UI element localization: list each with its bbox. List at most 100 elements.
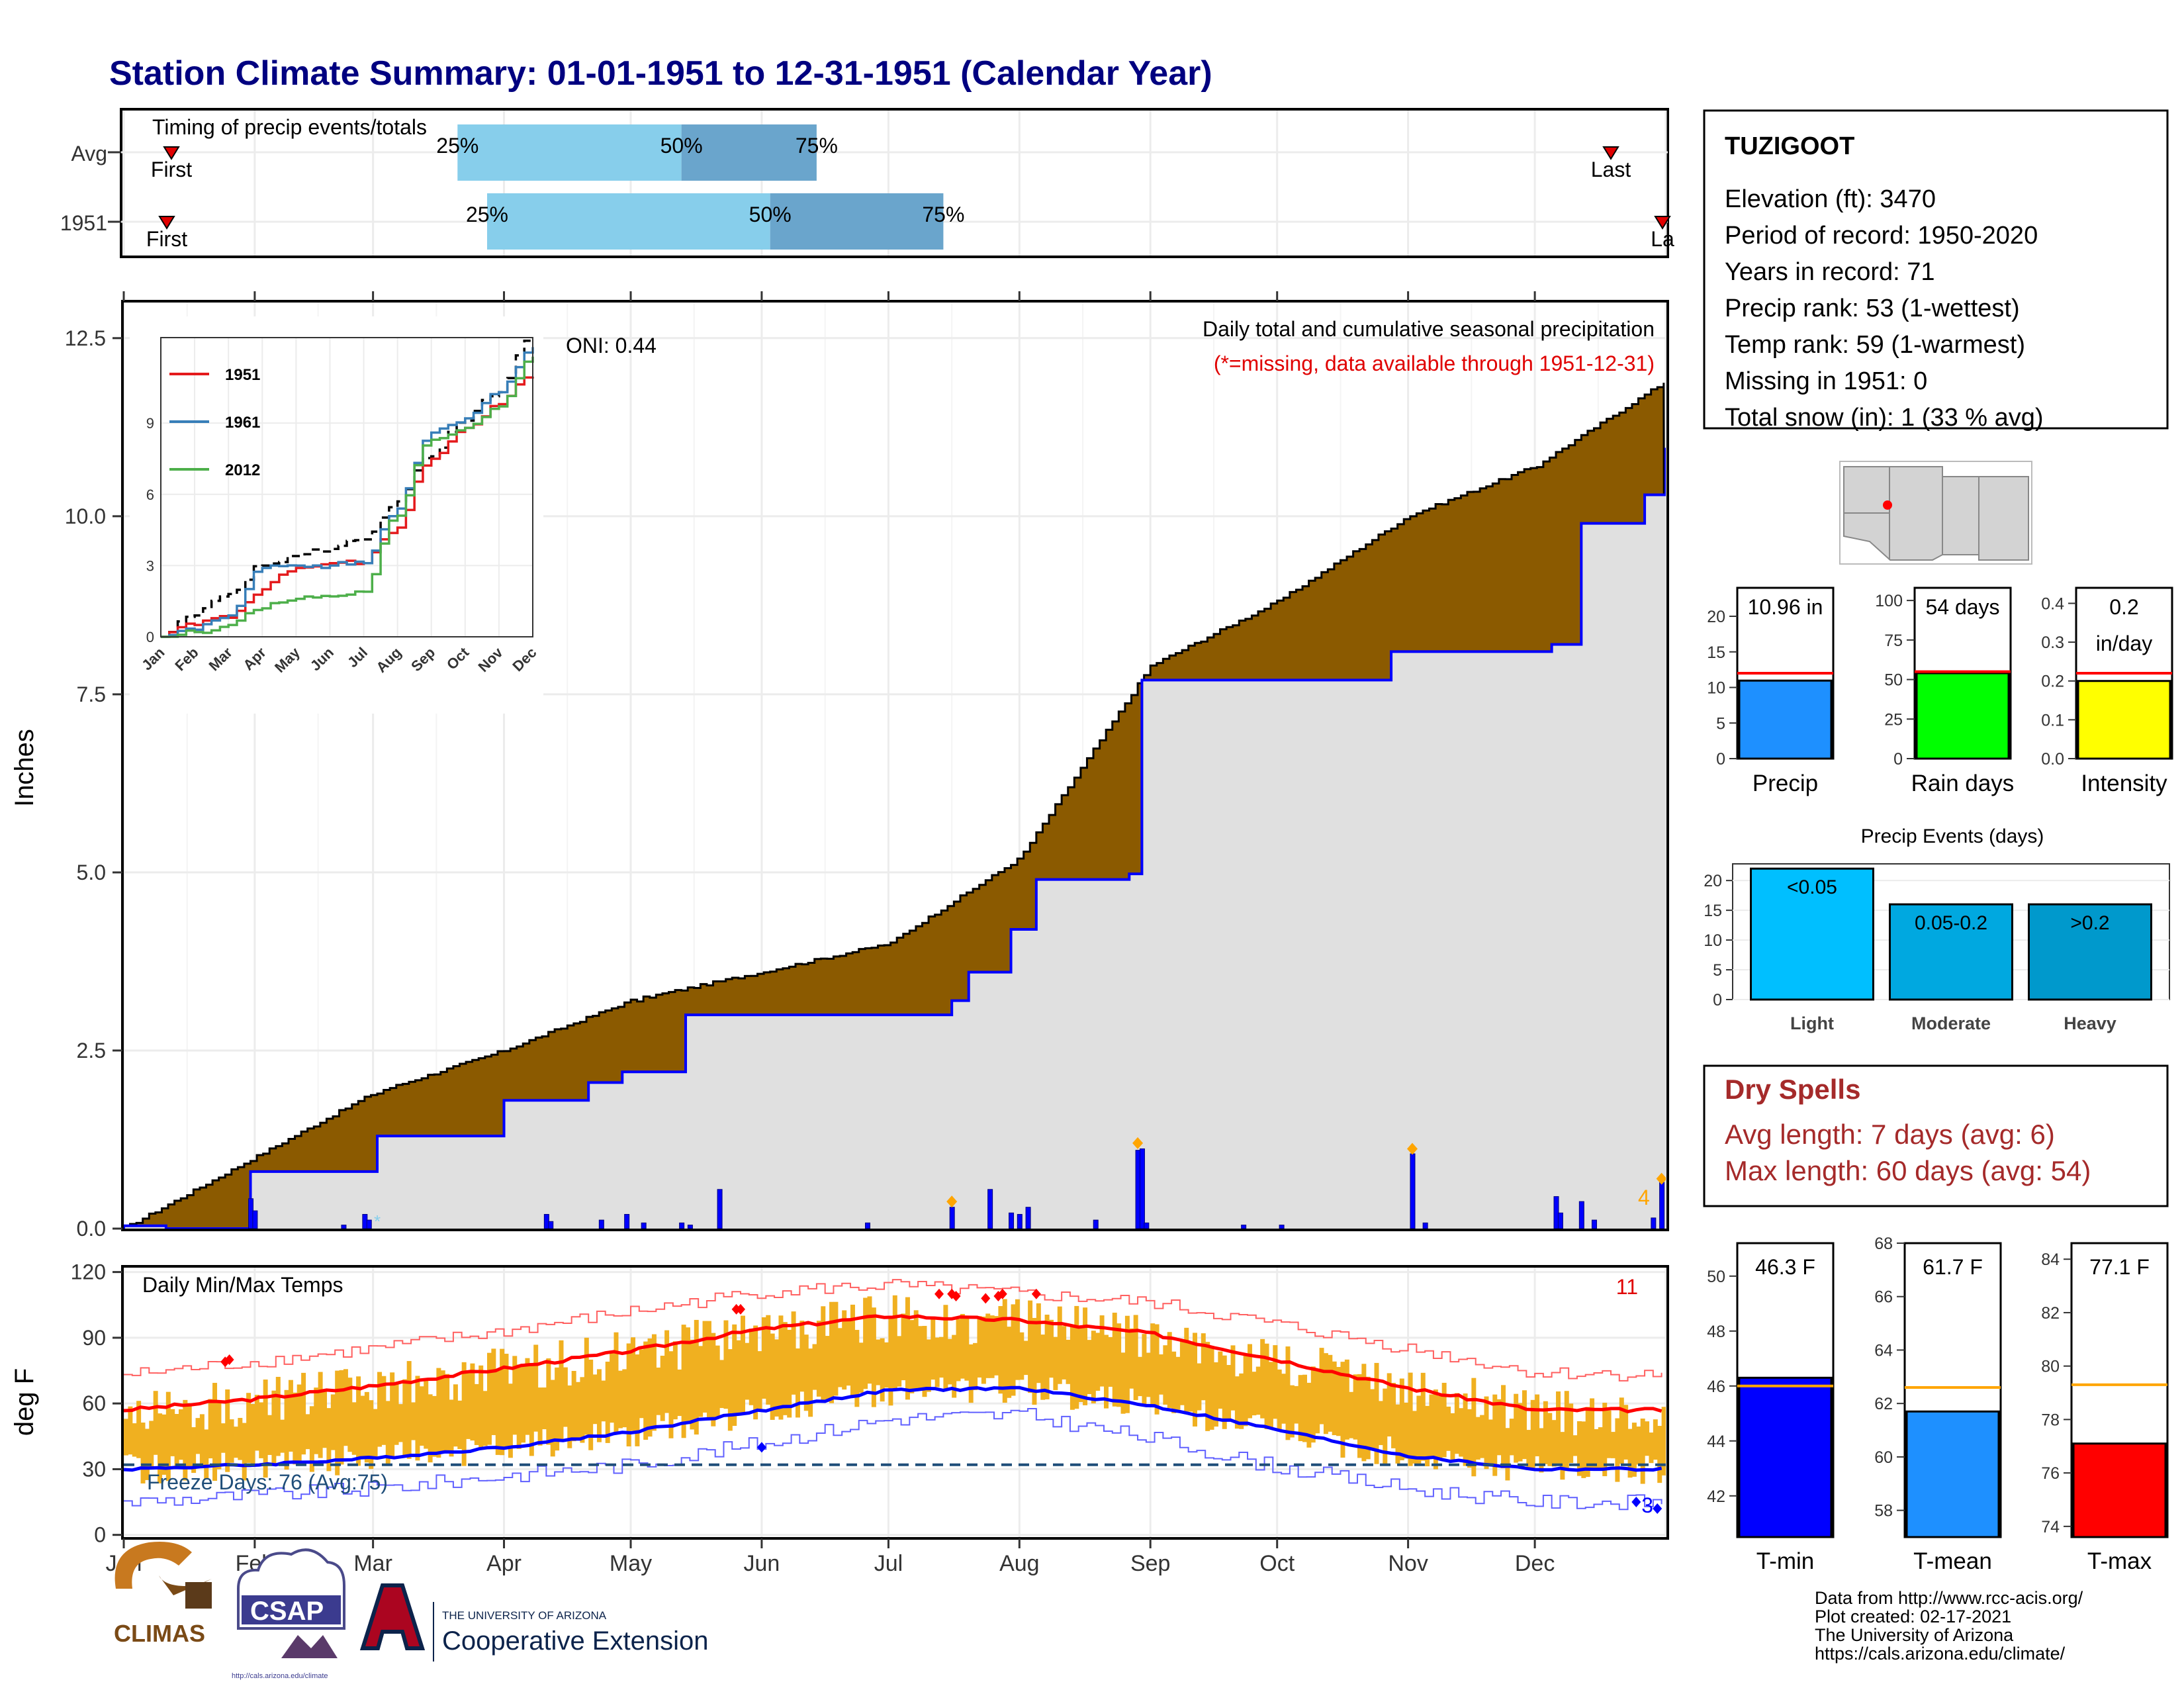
- daily-temp-bar: [808, 1348, 813, 1417]
- daily-temp-bar: [567, 1385, 572, 1448]
- daily-temp-bar: [643, 1341, 649, 1440]
- daily-temp-bar: [470, 1363, 475, 1441]
- daily-temp-bar: [563, 1367, 568, 1427]
- precip-missing-note: (*=missing, data available through 1951-…: [1214, 352, 1655, 375]
- daily-temp-bar: [1446, 1406, 1451, 1451]
- daily-precip-bar: [624, 1213, 630, 1229]
- daily-temp-bar: [1374, 1362, 1379, 1464]
- daily-temp-bar: [1243, 1356, 1248, 1427]
- daily-temp-bar: [128, 1406, 133, 1455]
- daily-temp-bar: [377, 1372, 382, 1447]
- daily-temp-bar: [220, 1423, 226, 1453]
- temp-summary-tick-label: 84: [2041, 1250, 2060, 1269]
- daily-temp-bar: [952, 1335, 957, 1398]
- dry-spells-avg: Avg length: 7 days (avg: 6): [1725, 1119, 2055, 1150]
- daily-precip-bars: *: [248, 1137, 1666, 1229]
- daily-temp-bar: [238, 1417, 243, 1460]
- daily-temp-bar: [922, 1325, 927, 1397]
- temp-summary-value-bar: [1905, 1410, 2000, 1538]
- record-high-marker: [981, 1293, 991, 1304]
- summary-bar-tick-label: 5: [1716, 714, 1725, 733]
- daily-temp-bar: [1509, 1419, 1514, 1456]
- daily-temp-bar: [901, 1313, 906, 1381]
- daily-temp-bar: [803, 1335, 809, 1411]
- summary-bar-tick-label: 0: [1893, 750, 1903, 769]
- station-location-dot: [1883, 500, 1892, 510]
- temp-panel-border: [121, 1265, 1669, 1540]
- climas-emblem-sun: [159, 1575, 212, 1595]
- daily-temp-bar: [1391, 1383, 1396, 1448]
- timing-bar-q25-q50: [457, 124, 682, 181]
- daily-temp-bar: [178, 1409, 183, 1460]
- summary-bar-tick-label: 0.4: [2041, 594, 2064, 613]
- daily-precip-bar: [548, 1221, 554, 1229]
- daily-temp-bar: [267, 1415, 273, 1455]
- daily-temp-bar: [305, 1414, 310, 1450]
- daily-temp-bar: [1514, 1393, 1519, 1463]
- daily-temp-bar: [605, 1362, 610, 1443]
- daily-temp-bar: [136, 1401, 142, 1458]
- daily-temp-bar: [1611, 1432, 1615, 1458]
- daily-temp-bar: [158, 1413, 163, 1483]
- daily-temp-bar: [1370, 1389, 1375, 1450]
- record-temp-markers: [220, 1288, 1662, 1514]
- daily-temp-bar: [757, 1351, 762, 1412]
- daily-temp-bars: [124, 1295, 1666, 1484]
- daily-temp-bar: [271, 1390, 277, 1464]
- daily-temp-bar: [1560, 1432, 1565, 1480]
- temp-summary-tick-label: 48: [1707, 1323, 1725, 1341]
- daily-temp-bar: [892, 1295, 897, 1390]
- daily-temp-bar: [1074, 1305, 1079, 1409]
- daily-temp-bar: [1353, 1374, 1358, 1440]
- daily-temp-bar: [1619, 1397, 1624, 1464]
- month-tick-label: Mar: [353, 1551, 392, 1576]
- daily-temp-bar: [170, 1409, 175, 1456]
- precip-y-label: Inches: [10, 729, 39, 807]
- daily-temp-bar: [411, 1402, 416, 1440]
- dry-spells-box: Dry Spells Avg length: 7 days (avg: 6) M…: [1703, 1064, 2169, 1207]
- daily-temp-bar: [1433, 1389, 1438, 1470]
- daily-temp-bar: [622, 1369, 627, 1428]
- precip-y-tick-label: 0.0: [77, 1217, 106, 1241]
- month-tick-label: Sep: [1130, 1551, 1171, 1576]
- locator-map: [1839, 461, 2032, 565]
- daily-temp-bar: [144, 1429, 150, 1480]
- daily-temp-bar: [478, 1365, 484, 1449]
- month-tick-label: May: [610, 1551, 652, 1576]
- daily-temp-bar: [263, 1380, 268, 1478]
- temp-summary-label: T-mean: [1913, 1548, 1992, 1574]
- daily-temp-bar: [770, 1333, 775, 1420]
- daily-temp-bar: [1319, 1348, 1324, 1425]
- timing-q50-label: 50%: [749, 203, 792, 226]
- daily-temp-bar: [1023, 1340, 1028, 1376]
- daily-temp-bar: [369, 1400, 374, 1470]
- daily-temp-bar: [1049, 1319, 1054, 1378]
- daily-precip-bar: [366, 1219, 372, 1229]
- record-low-marker: [1653, 1503, 1662, 1514]
- temp-summary-tick-label: 64: [1874, 1341, 1893, 1360]
- precip-extreme-count: 4: [1638, 1186, 1650, 1209]
- daily-temp-bar: [1197, 1363, 1202, 1411]
- daily-temp-bar: [449, 1399, 454, 1457]
- daily-temp-bar: [1467, 1409, 1472, 1468]
- precip-panel: * 0.0 2.5 5.0 7.5 10.0 12.5 Inches Daily tota…: [10, 291, 1669, 1241]
- daily-precip-bar: [987, 1189, 993, 1229]
- daily-temp-bar: [1255, 1366, 1261, 1415]
- daily-temp-bar: [753, 1325, 758, 1420]
- daily-temp-bar: [1627, 1429, 1633, 1478]
- daily-temp-bar: [677, 1369, 682, 1417]
- inset-y-tick-label: 6: [146, 487, 154, 503]
- daily-temp-bar: [343, 1369, 348, 1446]
- climas-wordmark: CLIMAS: [114, 1620, 205, 1647]
- daily-temp-bar: [1357, 1374, 1362, 1458]
- record-high-marker: [951, 1291, 961, 1302]
- footer-line-2: Plot created: 02-17-2021: [1815, 1607, 2011, 1626]
- daily-temp-bar: [1488, 1419, 1493, 1464]
- daily-temp-bar: [1416, 1395, 1422, 1466]
- daily-temp-bar: [1213, 1362, 1218, 1427]
- daily-temp-bar: [309, 1406, 314, 1472]
- summary-bars: 10.96 in 0 5 10 15 20 Precip 54 days 0 25 50 75 100 R…: [1707, 586, 2173, 796]
- daily-temp-bar: [1361, 1364, 1367, 1462]
- temp-summary-label: T-max: [2087, 1548, 2152, 1574]
